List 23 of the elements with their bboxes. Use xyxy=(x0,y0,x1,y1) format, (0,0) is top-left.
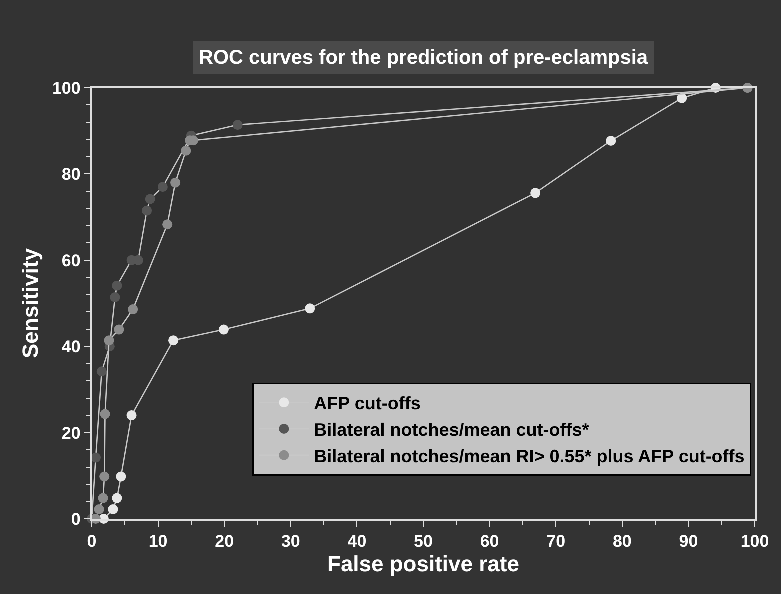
x-axis-title: False positive rate xyxy=(328,552,520,577)
x-tick-label: 20 xyxy=(215,532,234,552)
x-tick-label: 40 xyxy=(348,532,367,552)
y-tick-label: 20 xyxy=(62,424,81,443)
x-tick-label: 70 xyxy=(546,532,566,552)
x-tick-label: 100 xyxy=(740,532,770,552)
x-tick-label: 0 xyxy=(87,532,97,552)
y-tick-label: 40 xyxy=(62,338,81,357)
y-axis-title: Sensitivity xyxy=(18,248,43,359)
x-tick-label: 30 xyxy=(281,532,300,552)
y-tick-label: 100 xyxy=(52,78,81,98)
legend-label: Bilateral notches/mean RI> 0.55* plus AFP cut-offs xyxy=(314,446,745,466)
y-tick-label: 0 xyxy=(71,510,81,529)
legend-label: AFP cut-offs xyxy=(314,394,421,414)
x-tick-label: 10 xyxy=(148,532,168,552)
chart-title: ROC curves for the prediction of pre-eclampsia xyxy=(199,47,649,69)
x-tick-label: 60 xyxy=(480,532,500,552)
legend-label: Bilateral notches/mean cut-offs* xyxy=(314,420,590,440)
y-tick-label: 60 xyxy=(62,251,81,270)
x-tick-label: 90 xyxy=(679,532,698,552)
x-tick-label: 80 xyxy=(612,532,632,552)
y-tick-label: 80 xyxy=(62,165,81,184)
x-tick-label: 50 xyxy=(414,532,433,552)
